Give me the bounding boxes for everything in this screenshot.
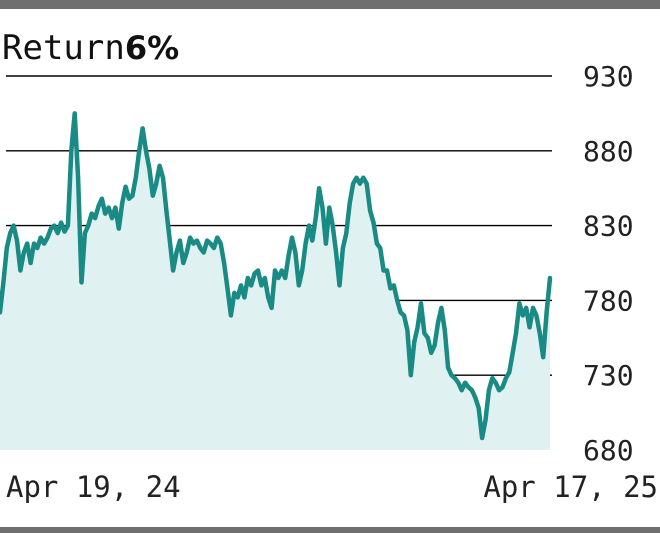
y-tick-label: 680 <box>583 434 634 467</box>
top-frame-bar <box>0 0 660 9</box>
y-tick-label: 780 <box>583 284 634 317</box>
return-value: 6% <box>124 29 180 67</box>
bottom-frame-bar <box>0 527 660 533</box>
title-label: Return <box>2 28 125 68</box>
x-label-end: Apr 17, 25 <box>483 470 658 504</box>
chart-title: Return6% <box>2 28 179 68</box>
y-tick-label: 930 <box>583 60 634 93</box>
y-tick-label: 730 <box>583 359 634 392</box>
price-line <box>0 111 553 441</box>
y-tick-label: 830 <box>583 210 634 243</box>
y-axis-ticks: 930 880 830 780 730 680 <box>583 60 634 467</box>
x-label-start: Apr 19, 24 <box>6 470 181 504</box>
y-tick-label: 880 <box>583 135 634 168</box>
